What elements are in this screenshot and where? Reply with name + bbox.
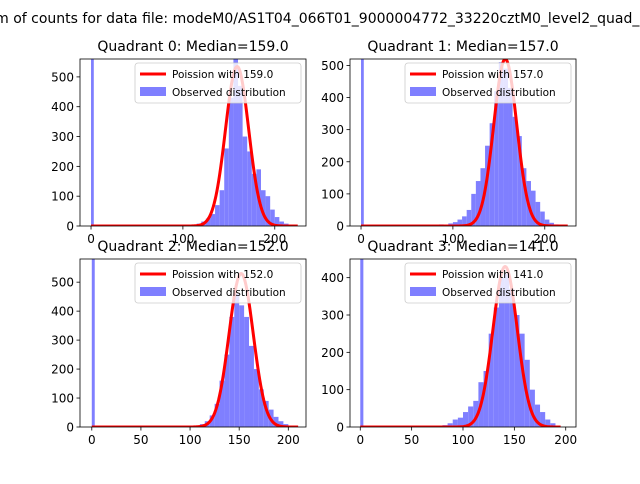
y-tick-label: 0: [66, 220, 74, 234]
y-tick-label: 400: [321, 271, 344, 285]
legend-fit-label: Poission with 152.0: [172, 269, 273, 281]
y-tick-label: 500: [51, 70, 74, 84]
quadrant-3-chart: 0 50 100 150 200 0 100 200 300 400 Quadrant 3: Med…: [321, 239, 577, 447]
x-tick-label: 0: [356, 433, 364, 447]
y-tick-label: 100: [321, 187, 344, 201]
x-tick-label: 0: [87, 232, 95, 246]
x-tick-label: 100: [179, 433, 202, 447]
histogram-bar: [229, 98, 234, 226]
y-tick-label: 400: [51, 100, 74, 114]
y-tick-label: 500: [321, 59, 344, 73]
histogram-bar: [247, 151, 252, 226]
x-tick-label: 0: [357, 232, 365, 246]
y-tick-label: 200: [321, 346, 344, 360]
histogram-bar-zero-spike: [360, 259, 363, 427]
subplot-title: Quadrant 1: Median=157.0: [367, 39, 558, 55]
histogram-bar: [249, 346, 254, 427]
legend-hist-label: Observed distribution: [442, 287, 556, 299]
legend: Poission with 159.0 Observed distribution: [135, 63, 301, 103]
x-tick-label: 150: [503, 433, 526, 447]
y-tick-label: 0: [336, 421, 344, 435]
y-tick-label: 100: [51, 392, 74, 406]
subplot-title: Quadrant 2: Median=152.0: [97, 239, 288, 255]
legend-hist-swatch: [140, 287, 166, 296]
legend-hist-label: Observed distribution: [442, 87, 556, 99]
y-tick-label: 300: [321, 123, 344, 137]
histogram-bar: [239, 305, 244, 427]
y-tick-label: 400: [321, 91, 344, 105]
x-tick-label: 100: [452, 433, 475, 447]
y-tick-label: 200: [51, 363, 74, 377]
y-tick-label: 0: [66, 421, 74, 435]
y-tick-label: 100: [321, 383, 344, 397]
x-tick-label: 0: [88, 433, 96, 447]
histogram-bar: [508, 88, 513, 226]
histogram-bar: [234, 294, 239, 427]
legend-hist-swatch: [410, 87, 436, 96]
histogram-bar: [238, 86, 243, 226]
x-tick-label: 150: [228, 433, 251, 447]
subplot-title: Quadrant 0: Median=159.0: [97, 39, 288, 55]
quadrant-2-chart: 0 50 100 150 200 0 100 200 300 400 500 Quadrant 2: …: [51, 239, 306, 447]
histogram-bar-zero-spike: [91, 59, 94, 226]
legend: Poission with 141.0 Observed distribution: [405, 263, 571, 303]
legend-fit-label: Poission with 141.0: [442, 269, 543, 281]
y-tick-label: 200: [321, 155, 344, 169]
y-tick-label: 300: [51, 334, 74, 348]
x-tick-label: 50: [404, 433, 419, 447]
legend-hist-label: Observed distribution: [172, 287, 286, 299]
y-tick-label: 300: [51, 130, 74, 144]
legend-hist-label: Observed distribution: [172, 87, 286, 99]
legend: Poission with 152.0 Observed distribution: [135, 263, 301, 303]
histogram-bar: [224, 148, 229, 226]
y-tick-label: 100: [51, 190, 74, 204]
y-tick-label: 300: [321, 309, 344, 323]
histogram-bar: [220, 190, 225, 226]
legend-fit-label: Poission with 159.0: [172, 69, 273, 81]
histogram-bar: [215, 205, 220, 226]
legend-hist-swatch: [140, 87, 166, 96]
histogram-bar: [243, 137, 248, 226]
x-tick-label: 200: [277, 433, 300, 447]
y-tick-label: 400: [51, 305, 74, 319]
legend-hist-swatch: [410, 287, 436, 296]
figure-title: Histogram of counts for data file: modeM…: [0, 11, 640, 27]
histogram-bar-zero-spike: [92, 259, 95, 427]
legend: Poission with 157.0 Observed distribution: [405, 63, 571, 103]
x-tick-label: 200: [554, 433, 577, 447]
y-tick-label: 500: [51, 276, 74, 290]
legend-fit-label: Poission with 157.0: [442, 69, 543, 81]
y-tick-label: 200: [51, 160, 74, 174]
subplot-title: Quadrant 3: Median=141.0: [367, 239, 558, 255]
y-tick-label: 0: [336, 220, 344, 234]
histogram-bar: [244, 317, 249, 427]
histogram-bar-zero-spike: [361, 59, 364, 226]
x-tick-label: 50: [133, 433, 148, 447]
